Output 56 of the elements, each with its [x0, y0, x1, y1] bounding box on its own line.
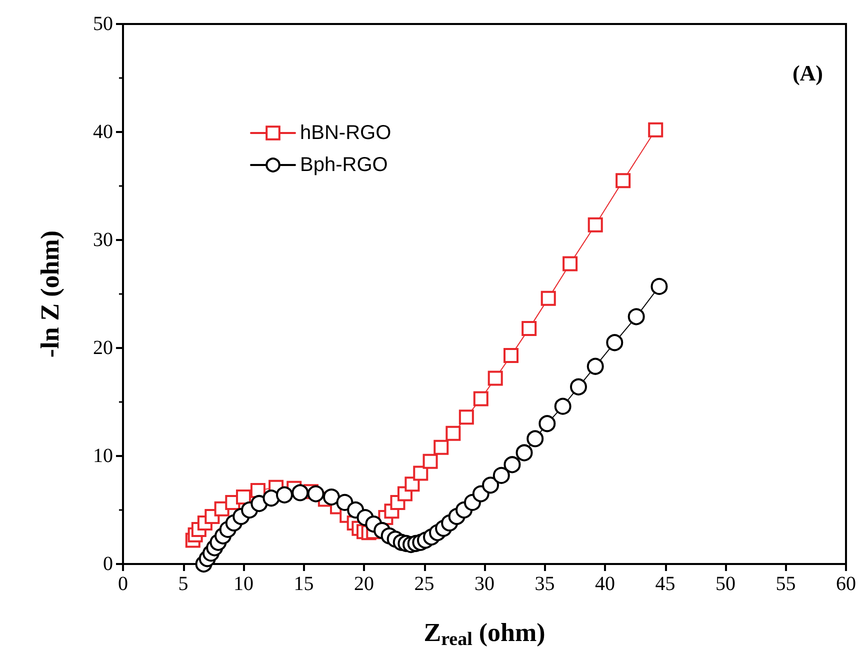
point	[422, 454, 438, 469]
x-tick-label: 15	[294, 573, 314, 595]
annotation: (A)	[792, 60, 824, 86]
x-tick-label: 30	[474, 573, 494, 595]
point	[307, 485, 324, 502]
point	[562, 256, 578, 272]
point	[446, 426, 461, 441]
point	[650, 278, 668, 295]
point	[250, 495, 268, 512]
y-tick-label: 30	[93, 229, 113, 251]
point	[276, 486, 293, 504]
point	[526, 430, 544, 448]
x-tick-label: 35	[534, 573, 555, 595]
point	[292, 484, 309, 502]
point	[648, 122, 664, 138]
point	[262, 490, 280, 507]
legend-label: Bph-RGO	[300, 154, 388, 176]
point	[522, 321, 537, 336]
x-tick-label: 20	[354, 573, 374, 595]
point	[488, 370, 503, 386]
x-tick-label: 40	[595, 573, 615, 595]
point	[538, 415, 556, 432]
point	[473, 391, 488, 406]
y-tick-label: 40	[93, 121, 113, 143]
point	[458, 410, 474, 425]
point	[504, 456, 521, 474]
point	[606, 334, 624, 352]
y-tick-label: 50	[93, 13, 113, 35]
x-tick-label: 45	[655, 573, 676, 595]
point	[236, 490, 251, 505]
x-tick-label: 25	[414, 573, 434, 595]
point	[616, 173, 631, 188]
point	[413, 466, 428, 481]
x-tick-label: 0	[118, 573, 128, 595]
point	[540, 290, 556, 306]
x-tick-label: 60	[836, 573, 856, 595]
y-tick-label: 10	[93, 445, 113, 467]
point	[482, 476, 500, 494]
x-tick-label: 55	[776, 573, 796, 595]
point	[588, 217, 603, 232]
y-tick-label: 0	[103, 553, 113, 575]
point	[504, 348, 519, 364]
x-tick-label: 50	[716, 573, 736, 595]
point	[322, 488, 340, 506]
x-tick-label: 10	[234, 573, 254, 595]
y-axis-title: -ln Z (ohm)	[36, 230, 64, 358]
legend-label: hBN-RGO	[300, 122, 392, 144]
y-tick-label: 20	[93, 337, 113, 359]
point	[570, 378, 587, 396]
point	[586, 358, 604, 375]
point	[554, 398, 572, 415]
point	[628, 308, 645, 326]
point	[492, 466, 510, 484]
x-tick-label: 5	[178, 573, 188, 595]
point	[516, 444, 533, 462]
point	[434, 440, 449, 455]
